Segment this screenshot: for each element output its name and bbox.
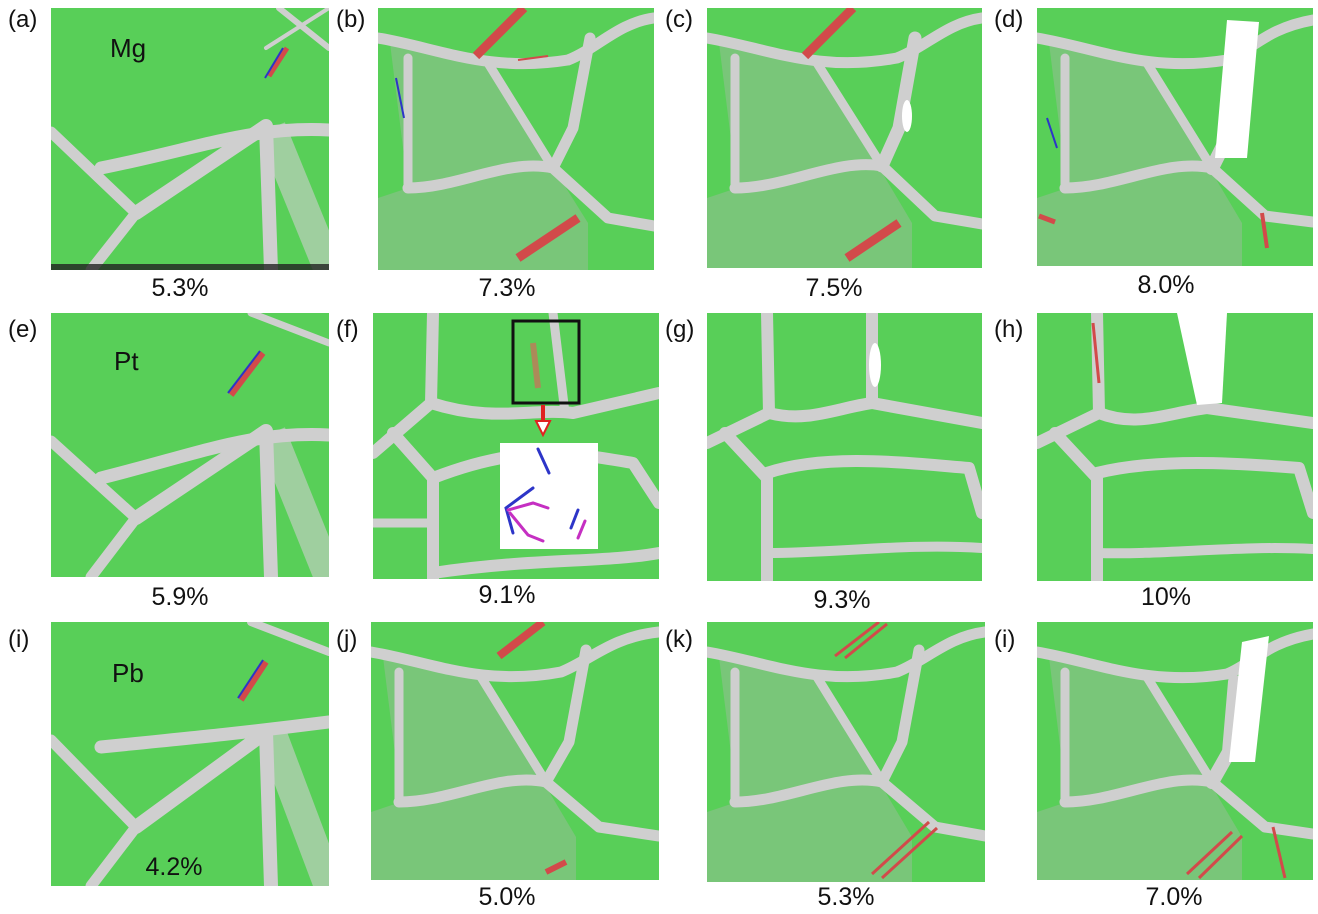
dislocation-line xyxy=(1046,117,1058,149)
snapshot-a xyxy=(51,8,329,270)
strain-caption-d: 8.0% xyxy=(1137,271,1195,299)
panel-label-d: (d) xyxy=(994,6,1024,33)
disordered-region xyxy=(371,657,576,880)
strain-caption-h: 10% xyxy=(1140,583,1192,611)
strain-caption-a: 5.3% xyxy=(151,274,209,302)
snapshot-k xyxy=(707,622,985,882)
panel-label-c: (c) xyxy=(665,6,693,33)
snapshot-h xyxy=(1037,313,1313,581)
frame-edge xyxy=(51,264,329,270)
grain-boundaries xyxy=(371,626,659,842)
strain-caption-g: 9.3% xyxy=(813,586,871,614)
strain-caption-l: 7.0% xyxy=(1145,883,1203,911)
panel-label-l: (i) xyxy=(994,626,1016,653)
void xyxy=(869,343,881,387)
disordered-region xyxy=(1037,657,1242,880)
disordered-region xyxy=(378,43,588,270)
stacking-fault xyxy=(880,826,939,880)
snapshot-j xyxy=(371,622,659,880)
disordered-region xyxy=(707,43,912,268)
dislocation-line xyxy=(517,55,549,61)
panel-label-e: (e) xyxy=(8,316,38,343)
grain-boundaries xyxy=(1037,628,1313,840)
stacking-fault xyxy=(1197,834,1244,880)
snapshot-d xyxy=(1037,8,1313,266)
strain-caption-c: 7.5% xyxy=(805,274,863,302)
stacking-fault xyxy=(1271,826,1287,879)
void xyxy=(1215,20,1259,158)
snapshot-c xyxy=(707,8,982,268)
strain-caption-k: 5.3% xyxy=(817,883,875,911)
element-label-mg: Mg xyxy=(110,33,147,63)
stacking-fault xyxy=(801,8,857,60)
element-label-pt: Pt xyxy=(114,346,139,376)
stacking-fault xyxy=(844,219,902,262)
strain-caption-b: 7.3% xyxy=(478,274,536,302)
stacking-fault xyxy=(496,622,546,660)
panel-label-k: (k) xyxy=(665,626,693,653)
disordered-region xyxy=(257,427,329,577)
grain-boundaries xyxy=(707,626,985,842)
grain-boundaries xyxy=(51,622,329,886)
grain-boundaries xyxy=(51,8,329,270)
stacking-fault xyxy=(1038,213,1056,225)
void xyxy=(1177,313,1227,405)
stacking-fault xyxy=(544,859,568,875)
snapshot-e xyxy=(51,313,329,577)
stacking-fault xyxy=(515,214,581,262)
stacking-fault xyxy=(238,660,269,702)
disordered-region xyxy=(707,657,912,882)
down-arrow-icon xyxy=(534,420,552,438)
snapshot-g xyxy=(707,313,982,581)
zoom-box xyxy=(511,319,581,405)
panel-label-a: (a) xyxy=(8,6,38,33)
strain-caption-j: 5.0% xyxy=(478,883,536,911)
stacking-fault xyxy=(472,8,528,60)
stacking-fault xyxy=(266,46,290,78)
stacking-fault xyxy=(870,820,931,876)
element-label-pb: Pb xyxy=(112,658,144,688)
snapshot-b xyxy=(378,8,654,270)
grain xyxy=(1037,313,1313,581)
stacking-fault xyxy=(1091,322,1101,384)
stacking-fault xyxy=(1185,830,1234,876)
dislocation-line xyxy=(264,47,284,79)
stacking-fault xyxy=(530,342,541,389)
panel-label-j: (j) xyxy=(336,626,358,653)
disordered-region xyxy=(256,726,329,886)
strain-caption-i: 4.2% xyxy=(145,853,203,881)
snapshot-l xyxy=(1037,622,1313,880)
panel-label-h: (h) xyxy=(994,316,1024,343)
panel-label-f: (f) xyxy=(336,316,359,343)
grain-boundaries xyxy=(707,12,982,230)
grain-boundaries xyxy=(51,313,329,577)
grain-boundaries xyxy=(378,12,654,232)
dislocation-line xyxy=(395,77,405,119)
stacking-fault xyxy=(1260,212,1269,249)
panel-label-g: (g) xyxy=(665,316,695,343)
inset-dislocations xyxy=(504,447,587,543)
panel-label-i: (i) xyxy=(8,626,30,653)
strain-caption-f: 9.1% xyxy=(478,581,536,609)
snapshot-i xyxy=(51,622,329,886)
dislocation-line xyxy=(227,350,261,394)
void xyxy=(902,100,912,132)
grain xyxy=(707,313,982,581)
dislocation-line xyxy=(237,659,264,699)
snapshot-f xyxy=(373,313,659,579)
strain-caption-e: 5.9% xyxy=(151,583,209,611)
stacking-fault xyxy=(228,351,266,397)
disordered-region xyxy=(1037,43,1242,266)
void xyxy=(1229,636,1269,762)
stacking-fault xyxy=(834,622,880,658)
disordered-region xyxy=(257,122,329,270)
panel-label-b: (b) xyxy=(336,6,366,33)
inset xyxy=(500,443,598,549)
stacking-fault xyxy=(844,622,888,660)
